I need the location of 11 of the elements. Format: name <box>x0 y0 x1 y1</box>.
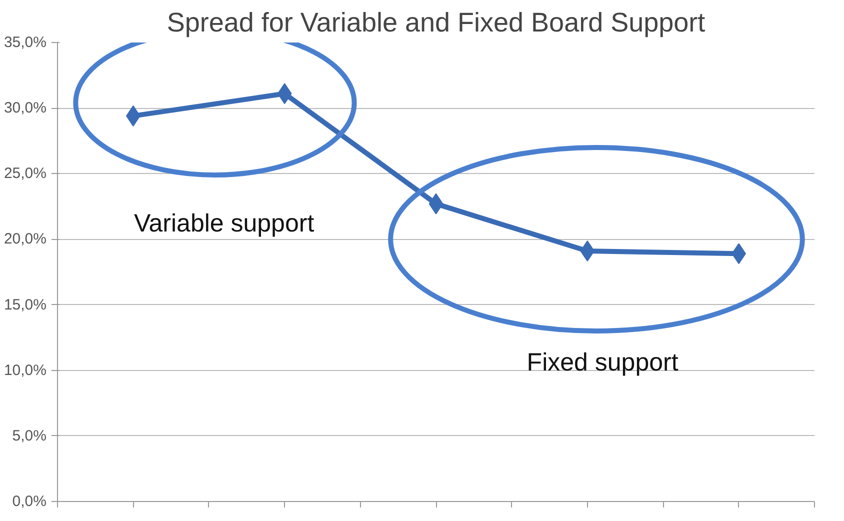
y-tick-label: 20,0% <box>4 230 47 248</box>
y-tick-label: 10,0% <box>4 362 47 379</box>
annotation: Fixed support <box>526 348 678 376</box>
chart-title: Spread for Variable and Fixed Board Support <box>166 8 706 38</box>
annotation: Variable support <box>134 209 314 238</box>
y-tick-label: 5,0% <box>12 427 47 444</box>
y-tick-label: 0,0% <box>12 493 47 510</box>
y-tick-label: 35,0% <box>4 34 47 51</box>
y-tick-label: 30,0% <box>4 100 47 117</box>
y-tick-label: 25,0% <box>4 165 47 182</box>
y-tick-label: 15,0% <box>4 296 47 314</box>
